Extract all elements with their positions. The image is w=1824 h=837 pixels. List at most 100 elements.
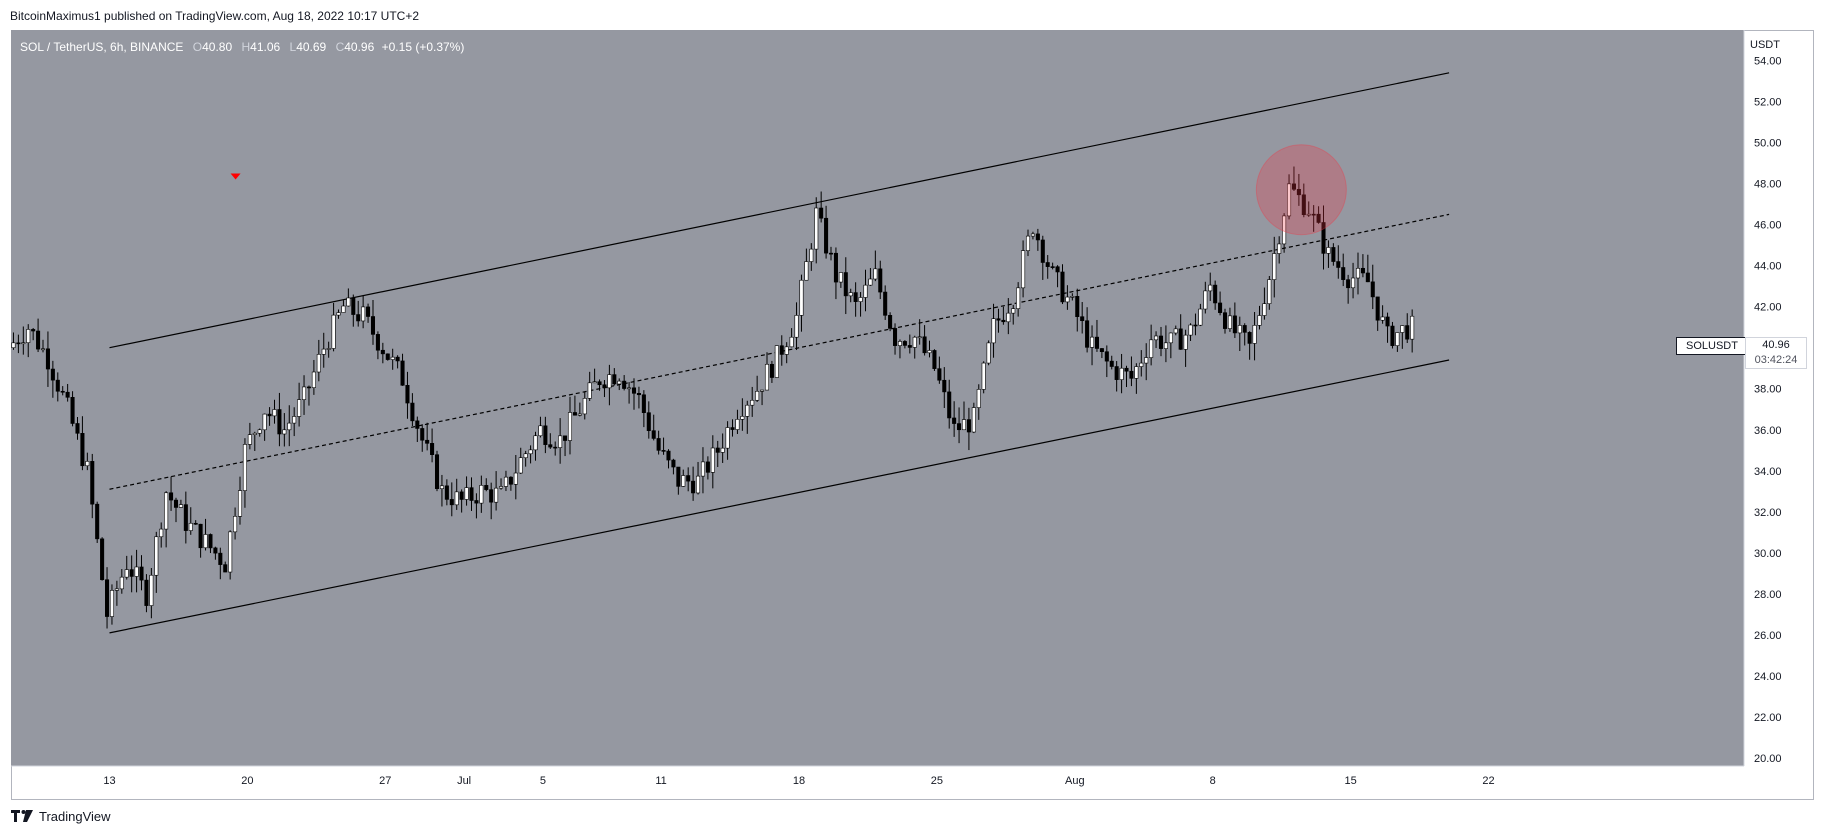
candle[interactable] [208, 533, 213, 554]
candle[interactable] [843, 257, 848, 315]
candle[interactable] [297, 382, 302, 427]
candle[interactable] [681, 469, 686, 487]
candle[interactable] [1291, 166, 1296, 191]
candle[interactable] [183, 491, 188, 544]
candle[interactable] [282, 413, 287, 447]
candle[interactable] [572, 395, 577, 416]
candle[interactable] [40, 339, 46, 353]
candle[interactable] [518, 447, 523, 475]
candle[interactable] [11, 332, 16, 350]
candle[interactable] [306, 385, 311, 406]
candle[interactable] [1144, 343, 1149, 381]
candle[interactable] [592, 368, 597, 384]
candle[interactable] [154, 531, 159, 593]
candle[interactable] [114, 580, 119, 606]
candle[interactable] [1158, 326, 1164, 357]
candle[interactable] [1045, 255, 1050, 279]
candle[interactable] [1267, 275, 1272, 310]
candle[interactable] [622, 375, 627, 391]
candle[interactable] [1163, 325, 1168, 363]
candle[interactable] [346, 288, 351, 307]
candle[interactable] [1188, 323, 1193, 341]
candle[interactable] [1104, 345, 1109, 378]
candle[interactable] [316, 339, 321, 382]
candle[interactable] [1282, 213, 1287, 253]
candle[interactable] [444, 479, 449, 506]
candle[interactable] [1351, 262, 1356, 299]
candle[interactable] [100, 537, 105, 581]
candle[interactable] [242, 438, 247, 508]
candle[interactable] [976, 384, 981, 420]
candle[interactable] [1365, 254, 1370, 283]
candle[interactable] [1395, 332, 1400, 352]
candle[interactable] [720, 433, 725, 463]
candle[interactable] [819, 191, 824, 223]
candle[interactable] [361, 295, 366, 329]
candle[interactable] [1006, 298, 1011, 335]
candle[interactable] [390, 348, 395, 370]
candle[interactable] [868, 268, 873, 286]
candle[interactable] [469, 477, 474, 511]
candle[interactable] [1065, 285, 1070, 310]
candle[interactable] [119, 569, 124, 594]
candle[interactable] [730, 419, 735, 437]
candle[interactable] [287, 405, 292, 447]
candle[interactable] [612, 368, 617, 386]
candle[interactable] [1025, 229, 1031, 257]
candle[interactable] [745, 400, 750, 434]
candle[interactable] [804, 248, 809, 281]
candle[interactable] [917, 319, 922, 345]
candle[interactable] [1218, 291, 1223, 316]
candle[interactable] [1030, 231, 1035, 240]
candle[interactable] [370, 299, 376, 345]
candle[interactable] [646, 401, 651, 439]
candle[interactable] [607, 364, 612, 406]
highlight-circle[interactable] [1255, 144, 1347, 236]
candle[interactable] [1168, 332, 1173, 359]
candle[interactable] [1385, 312, 1390, 343]
candle[interactable] [1410, 309, 1415, 353]
candle[interactable] [1060, 264, 1065, 305]
candle[interactable] [1247, 331, 1252, 360]
candle[interactable] [769, 360, 774, 383]
candle[interactable] [499, 478, 504, 490]
candle[interactable] [700, 447, 705, 494]
candle[interactable] [60, 386, 65, 396]
candle[interactable] [474, 493, 479, 519]
candle[interactable] [553, 441, 558, 456]
candle[interactable] [134, 549, 139, 593]
candle[interactable] [479, 475, 484, 513]
candle[interactable] [1370, 264, 1375, 310]
candle[interactable] [247, 422, 252, 450]
candle[interactable] [863, 269, 868, 312]
candle[interactable] [326, 341, 331, 358]
candle[interactable] [981, 361, 986, 394]
candle[interactable] [548, 433, 553, 449]
candle[interactable] [385, 353, 390, 361]
candle[interactable] [1203, 281, 1208, 314]
candle[interactable] [1001, 306, 1006, 325]
candle[interactable] [961, 401, 967, 431]
candle[interactable] [449, 482, 454, 517]
candle[interactable] [1198, 303, 1203, 327]
candle[interactable] [311, 359, 316, 395]
candle[interactable] [1070, 293, 1075, 301]
candle[interactable] [617, 378, 622, 391]
candle[interactable] [1080, 302, 1085, 334]
candle[interactable] [405, 371, 410, 419]
candle[interactable] [1287, 174, 1292, 220]
candle[interactable] [1301, 183, 1306, 218]
candle[interactable] [1242, 323, 1247, 346]
candle[interactable] [937, 356, 942, 384]
candle[interactable] [415, 416, 420, 442]
candle[interactable] [932, 349, 937, 371]
candle[interactable] [740, 398, 745, 431]
candle[interactable] [356, 300, 361, 327]
candle[interactable] [971, 402, 976, 434]
candle[interactable] [587, 371, 592, 401]
candle[interactable] [1331, 243, 1336, 266]
candle[interactable] [321, 332, 326, 368]
candle[interactable] [494, 471, 499, 511]
candle[interactable] [1222, 308, 1228, 334]
candle[interactable] [1021, 240, 1026, 298]
